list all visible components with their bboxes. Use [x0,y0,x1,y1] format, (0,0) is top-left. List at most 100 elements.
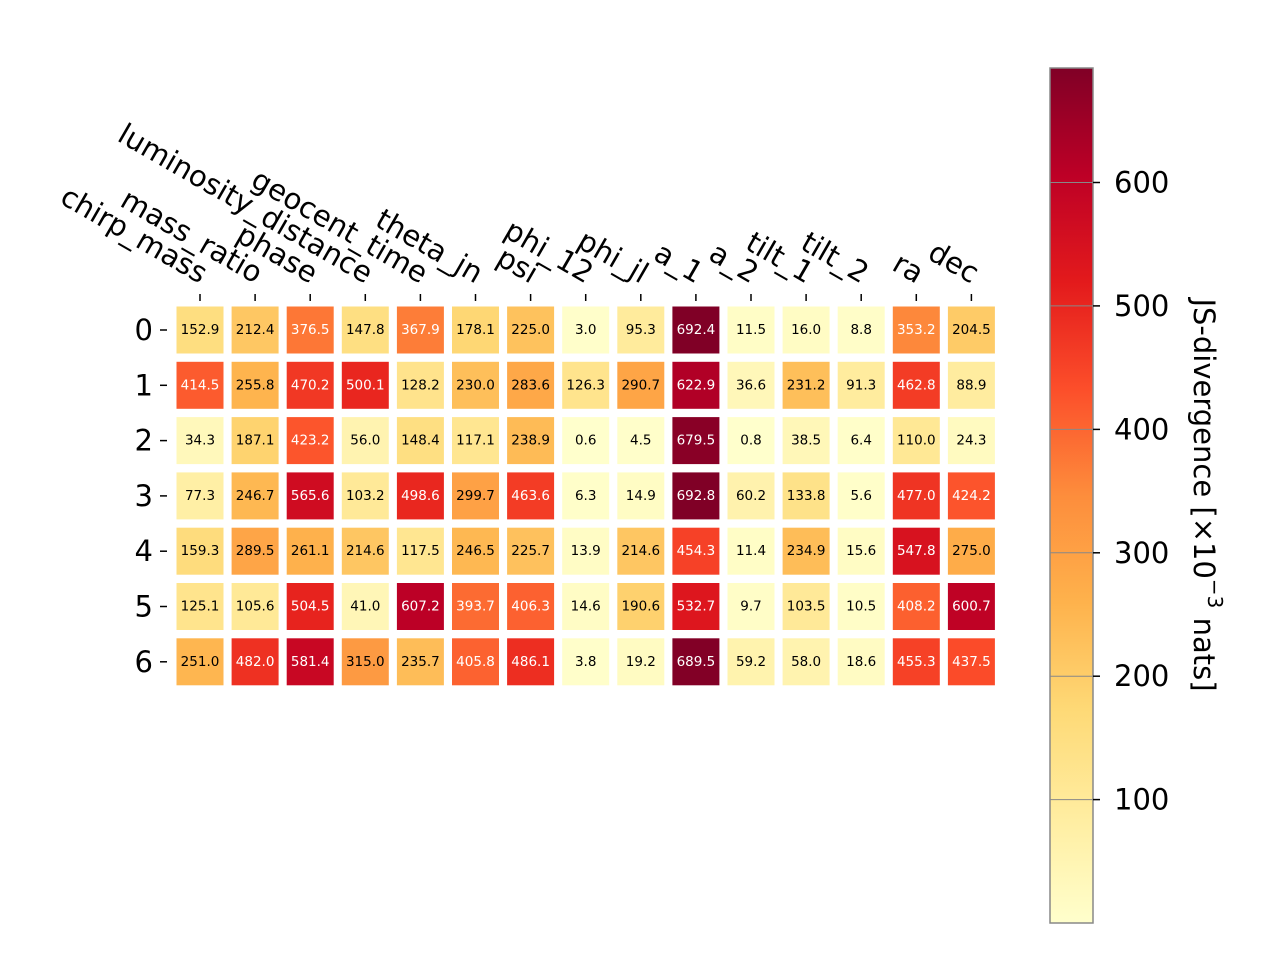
cell-value-label: 10.5 [846,599,876,615]
cell-value-label: 128.2 [401,377,440,393]
cell-value-label: 600.7 [952,599,991,615]
cell-value-label: 214.6 [621,543,660,559]
heatmap-cell [562,361,610,409]
cell-value-label: 500.1 [346,377,385,393]
row-label: 4 [135,534,153,568]
heatmap-cell [341,417,389,465]
cell-value-label: 581.4 [291,654,330,670]
column-label: dec [923,235,985,291]
heatmap-cell [341,527,389,575]
cell-value-label: 59.2 [736,654,766,670]
heatmap-cell [231,638,279,686]
cell-value-label: 238.9 [511,433,550,449]
cell-value-label: 315.0 [346,654,385,670]
heatmap-cell [727,361,775,409]
cell-value-label: 689.5 [677,654,716,670]
heatmap-cell [176,583,224,630]
heatmap-cell [672,583,720,630]
heatmap-cell [947,472,995,520]
heatmap-cell [947,417,995,465]
cell-value-label: 8.8 [850,322,871,338]
heatmap-cell [562,583,610,630]
cell-value-label: 187.1 [236,433,275,449]
cell-value-label: 152.9 [181,322,220,338]
cell-value-label: 477.0 [897,488,936,504]
heatmap-cell [286,417,334,465]
heatmap-cell [452,527,499,575]
cell-value-label: 41.0 [350,599,380,615]
heatmap-cell [452,306,499,354]
column-ticks: chirp_massmass_ratiophaseluminosity_dist… [55,117,985,301]
colorbar-tick-label: 500 [1114,289,1169,323]
heatmap-cell [286,361,334,409]
heatmap-cell [176,638,224,686]
cell-value-label: 11.5 [736,322,766,338]
heatmap-cell [231,583,279,630]
cell-value-label: 454.3 [677,543,716,559]
cell-value-label: 353.2 [897,322,936,338]
heatmap-cell [286,638,334,686]
heatmap-cell [176,361,224,409]
heatmap-cell [727,527,775,575]
heatmap-cell [672,472,720,520]
column-label: ra [887,246,930,290]
cell-value-label: 607.2 [401,599,440,615]
cell-value-label: 58.0 [791,654,821,670]
cell-value-label: 290.7 [621,377,660,393]
cell-value-label: 261.1 [291,543,330,559]
colorbar-ticks: 100 200 300 400 500 600 [1050,166,1169,817]
cell-value-label: 9.7 [740,599,761,615]
row-label: 6 [135,645,153,679]
heatmap-cell [892,361,940,409]
cell-value-label: 486.1 [511,654,550,670]
heatmap-cell [507,583,555,630]
heatmap-cell [837,527,885,575]
heatmap-cell [452,583,499,630]
cell-value-label: 498.6 [401,488,440,504]
cell-value-label: 24.3 [956,433,986,449]
cell-value-label: 5.6 [850,488,871,504]
heatmap-cell [396,361,444,409]
heatmap-cell [672,306,720,354]
cell-value-label: 408.2 [897,599,936,615]
heatmap-cell [837,638,885,686]
cell-value-label: 424.2 [952,488,991,504]
cell-value-label: 36.6 [736,377,766,393]
cell-value-label: 91.3 [846,377,876,393]
heatmap-cell [176,472,224,520]
cell-value-label: 679.5 [677,433,716,449]
heatmap-cell [231,527,279,575]
cell-value-label: 225.7 [511,543,550,559]
heatmap-cell [727,472,775,520]
cell-value-label: 414.5 [181,377,220,393]
cell-value-label: 148.4 [401,433,440,449]
heatmap-cell [231,472,279,520]
cell-value-label: 462.8 [897,377,936,393]
heatmap-cell [672,527,720,575]
cell-value-label: 231.2 [787,377,826,393]
heatmap-cell [617,527,665,575]
heatmap-cell [286,306,334,354]
heatmap-cell [341,583,389,630]
cell-value-label: 251.0 [181,654,220,670]
heatmap-cell [341,361,389,409]
cell-value-label: 437.5 [952,654,991,670]
heatmap-cell [837,417,885,465]
colorbar-label: JS-divergence [×10−3 nats] [1187,296,1228,691]
cell-value-label: 117.1 [456,433,495,449]
row-label: 0 [135,313,153,347]
heatmap-cells [176,306,995,686]
cell-value-label: 6.4 [850,433,871,449]
cell-value-label: 159.3 [181,543,220,559]
heatmap-cell [562,472,610,520]
heatmap-cell [617,361,665,409]
heatmap-cell [892,527,940,575]
heatmap-cell [396,638,444,686]
heatmap-cell [231,417,279,465]
heatmap-cell [452,638,499,686]
cell-value-label: 212.4 [236,322,275,338]
heatmap-cell [507,472,555,520]
cell-value-label: 34.3 [185,433,215,449]
cell-value-label: 367.9 [401,322,440,338]
heatmap-cell [892,417,940,465]
